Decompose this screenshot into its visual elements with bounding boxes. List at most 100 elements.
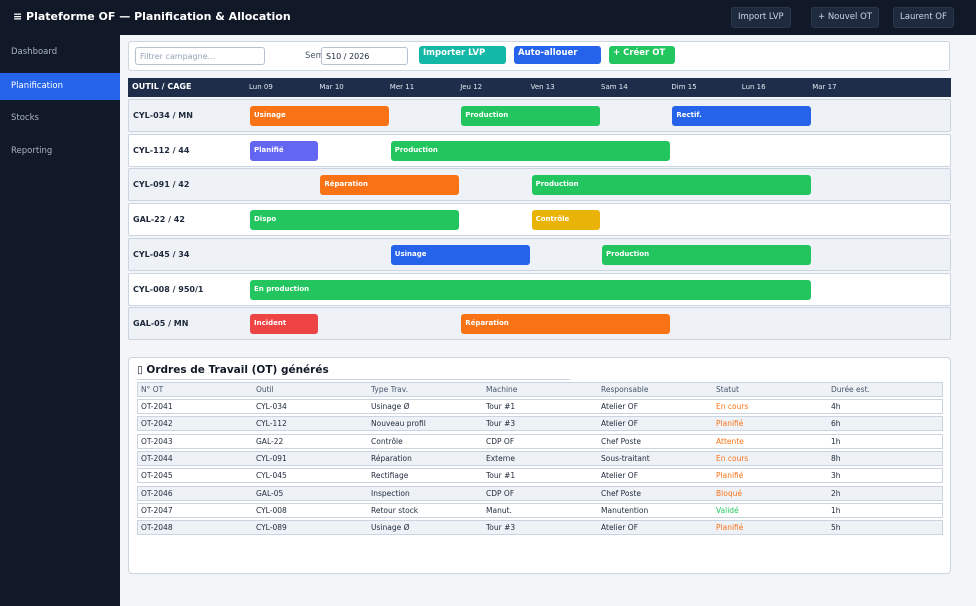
gantt-task-bar[interactable]: Contrôle (531, 210, 600, 231)
sidebar-item-dashboard[interactable]: Dashboard (11, 47, 58, 57)
gantt-row: CYL-112 / 44 Planifié Production (128, 133, 951, 167)
ot-table-row[interactable]: OT-2045 CYL-045 Rectifiage Tour #1 Atelier O… (137, 468, 943, 484)
planning-toolbar: Semaine: Importer LVP Auto-allouer + Cré… (128, 41, 950, 71)
ot-id-cell: OT-2048 (141, 523, 173, 533)
ot-machine-cell: Tour #1 (486, 471, 516, 481)
ot-status-cell: Attente (716, 436, 744, 446)
gantt-row: GAL-05 / MN Incident Réparation (128, 307, 951, 341)
gantt-task-bar[interactable]: Réparation (461, 314, 671, 335)
gantt-day-label: Dim 15 (671, 83, 697, 91)
gantt-day-label: Mar 17 (812, 83, 837, 91)
ot-id-cell: OT-2045 (141, 471, 173, 481)
gantt-task-bar[interactable]: Production (461, 106, 600, 126)
ot-id-cell: OT-2046 (141, 488, 173, 498)
gantt-row: CYL-008 / 950/1 En production (128, 272, 951, 306)
ot-id-cell: OT-2044 (141, 453, 173, 463)
ot-table-row[interactable]: OT-2043 GAL-22 Contrôle CDP OF Chef Poste Att… (137, 433, 943, 449)
ot-table-row[interactable]: OT-2047 CYL-008 Retour stock Manut. Manutent… (137, 502, 943, 518)
gantt-task-bar[interactable]: Production (602, 244, 812, 265)
ot-type-cell: Réparation (371, 453, 412, 463)
ot-table-header: N° OT Outil Type Trav. Machine Responsable St… (137, 382, 943, 397)
ot-column-header[interactable]: Responsable (601, 385, 649, 394)
ot-machine-cell: Tour #3 (486, 419, 516, 429)
ot-duration-cell: 2h (831, 488, 841, 498)
gantt-task-bar[interactable]: Usinage (250, 106, 389, 126)
ot-owner-cell: Sous-traitant (601, 453, 650, 463)
ot-type-cell: Inspection (371, 488, 410, 498)
ot-duration-cell: 1h (831, 436, 841, 446)
sidebar-item-stocks[interactable]: Stocks (11, 113, 39, 123)
gantt-task-bar[interactable]: Planifié (250, 140, 319, 161)
ot-status-cell: Planifié (716, 419, 744, 429)
ot-id-cell: OT-2043 (141, 436, 173, 446)
ot-tool-cell: GAL-05 (256, 488, 284, 498)
import-lvp-top-button[interactable]: Import LVP (731, 7, 791, 28)
ot-tool-cell: CYL-008 (256, 505, 287, 515)
ot-machine-cell: Externe (486, 453, 516, 463)
gantt-row: CYL-091 / 42 Réparation Production (128, 168, 951, 202)
ot-owner-cell: Atelier OF (601, 419, 639, 429)
gantt-day-label: Mar 10 (319, 83, 344, 91)
ot-type-cell: Usinage Ø (371, 523, 410, 533)
campaign-filter-input[interactable] (135, 47, 265, 65)
gantt-task-bar[interactable]: Réparation (320, 175, 460, 196)
ot-status-cell: Planifié (716, 523, 744, 533)
gantt-task-bar[interactable]: Rectif. (672, 106, 812, 126)
ot-table-row[interactable]: OT-2042 CYL-112 Nouveau profil Tour #3 Ateli… (137, 416, 943, 432)
ot-status-cell: Validé (716, 505, 739, 515)
ot-tool-cell: CYL-045 (256, 471, 287, 481)
ot-table-row[interactable]: OT-2048 CYL-089 Usinage Ø Tour #3 Atelier OF… (137, 520, 943, 536)
ot-table-row[interactable]: OT-2044 CYL-091 Réparation Externe Sous-trai… (137, 450, 943, 466)
gantt-row-label: CYL-045 / 34 (133, 249, 190, 259)
ot-status-cell: Bloqué (716, 488, 742, 498)
gantt-task-bar[interactable]: Usinage (390, 244, 530, 265)
ot-table-row[interactable]: OT-2041 CYL-034 Usinage Ø Tour #1 Atelier OF… (137, 399, 943, 414)
gantt-task-bar[interactable]: En production (250, 279, 812, 300)
ot-status-cell: En cours (716, 453, 749, 463)
ot-column-header[interactable]: Outil (256, 385, 274, 394)
new-ot-button[interactable]: + Nouvel OT (811, 7, 879, 28)
gantt-day-label: Jeu 12 (460, 83, 483, 91)
ot-tool-cell: GAL-22 (256, 436, 284, 446)
gantt-task-bar[interactable]: Incident (250, 314, 319, 335)
ot-status-cell: En cours (716, 402, 749, 411)
ot-title-divider (137, 379, 570, 380)
ot-type-cell: Nouveau profil (371, 419, 426, 429)
ot-column-header[interactable]: Statut (716, 385, 739, 394)
ot-duration-cell: 5h (831, 523, 841, 533)
gantt-header: OUTIL / CAGE Lun 09 Mar 10 Mer 11 Jeu 12 Ven… (128, 78, 951, 97)
gantt-task-bar[interactable]: Dispo (250, 210, 460, 231)
gantt-task-bar[interactable]: Production (531, 175, 812, 196)
ot-tool-cell: CYL-091 (256, 453, 287, 463)
week-input[interactable] (321, 47, 408, 65)
gantt-task-bar[interactable]: Production (390, 140, 671, 161)
ot-column-header[interactable]: Machine (486, 385, 518, 394)
ot-owner-cell: Chef Poste (601, 436, 641, 446)
gantt-row-label: CYL-034 / MN (133, 111, 193, 120)
create-ot-button[interactable]: + Créer OT (609, 46, 675, 64)
ot-owner-cell: Manutention (601, 505, 649, 515)
sidebar-item-planification[interactable]: Planification (0, 73, 120, 100)
ot-owner-cell: Atelier OF (601, 402, 639, 411)
main-content: Semaine: Importer LVP Auto-allouer + Cré… (120, 35, 976, 606)
ot-type-cell: Rectifiage (371, 471, 409, 481)
ot-duration-cell: 8h (831, 453, 841, 463)
sidebar-item-reporting[interactable]: Reporting (11, 146, 53, 156)
top-bar: ≡ Plateforme OF — Planification & Alloca… (0, 0, 976, 35)
ot-column-header[interactable]: N° OT (141, 385, 164, 394)
gantt-row: CYL-045 / 34 Usinage Production (128, 237, 951, 271)
gantt-row: GAL-22 / 42 Dispo Contrôle (128, 203, 951, 237)
gantt-header-label: OUTIL / CAGE (132, 82, 192, 91)
ot-column-header[interactable]: Durée est. (831, 385, 870, 394)
ot-id-cell: OT-2047 (141, 505, 173, 515)
ot-table-row[interactable]: OT-2046 GAL-05 Inspection CDP OF Chef Poste B… (137, 485, 943, 501)
import-lvp-button[interactable]: Importer LVP (419, 46, 506, 64)
ot-column-header[interactable]: Type Trav. (371, 385, 409, 394)
ot-duration-cell: 3h (831, 471, 841, 481)
ot-machine-cell: Tour #3 (486, 523, 516, 533)
auto-allocate-button[interactable]: Auto-allouer (514, 46, 601, 64)
user-menu-button[interactable]: Laurent OF (893, 7, 954, 28)
gantt-row: CYL-034 / MN Usinage Production Rectif. (128, 99, 951, 132)
gantt-day-label: Ven 13 (530, 83, 555, 91)
gantt-row-label: CYL-112 / 44 (133, 145, 190, 155)
